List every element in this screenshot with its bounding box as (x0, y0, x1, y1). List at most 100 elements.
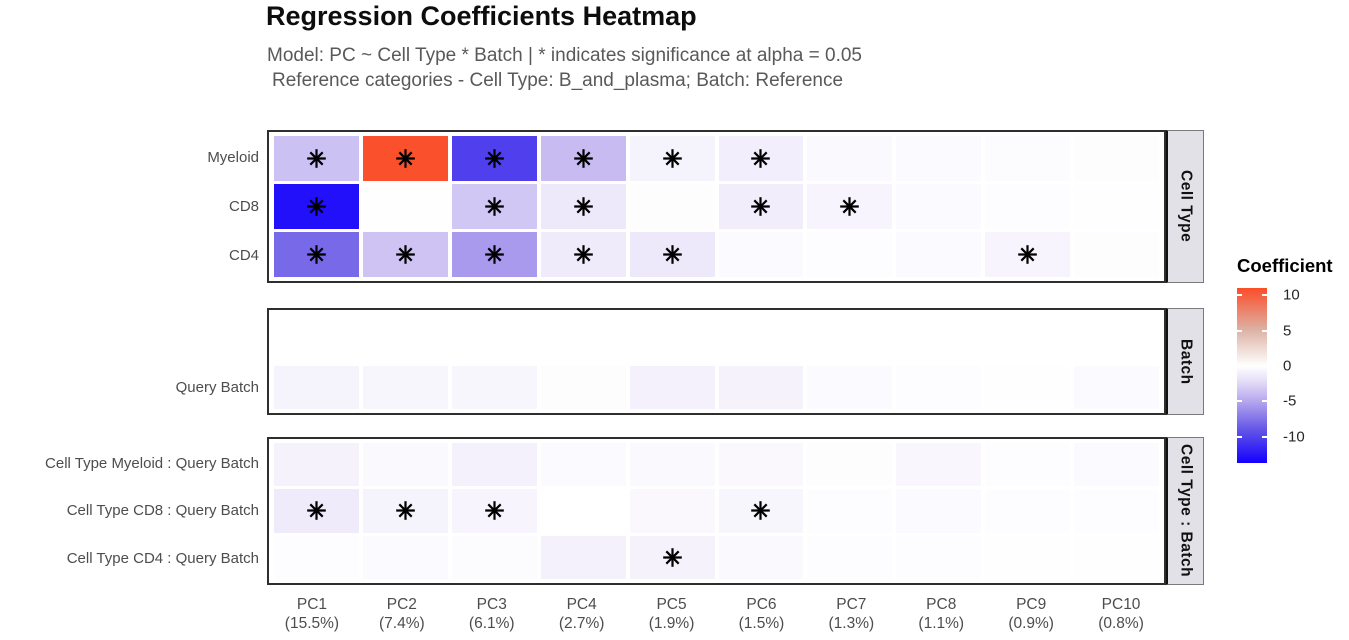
heatmap-cell (896, 366, 982, 409)
legend-tick-label: 5 (1283, 322, 1292, 339)
significance-asterisk-icon (662, 548, 682, 567)
heatmap-cell (1074, 232, 1159, 277)
heatmap-cell (896, 184, 982, 229)
significance-asterisk-icon (751, 501, 771, 521)
heatmap-cell (718, 232, 804, 277)
heatmap-cell (629, 136, 715, 181)
heatmap-cell (985, 443, 1071, 487)
significance-asterisk-icon (1018, 245, 1037, 264)
significance-asterisk-icon (396, 501, 415, 521)
facet-strip: Cell Type : Batch (1166, 437, 1204, 585)
heatmap-cell (718, 443, 804, 487)
heatmap-cell (540, 489, 626, 533)
heatmap-cell (274, 366, 359, 409)
heatmap-cell (362, 232, 448, 277)
y-axis-labels: Cell Type Myeloid : Query Batch Cell Type… (0, 437, 259, 585)
heatmap-cell (540, 443, 626, 487)
legend-tick-label: 0 (1283, 357, 1292, 375)
facet-strip: Cell Type (1166, 130, 1204, 283)
heatmap-cell (629, 535, 715, 579)
heatmap-cell (985, 184, 1071, 229)
heatmap-cell (985, 366, 1071, 409)
heatmap-cell (629, 489, 715, 533)
heatmap-cell (540, 535, 626, 579)
heatmap-cell (1074, 443, 1159, 487)
heatmap-cell (629, 184, 715, 229)
row-label: Myeloid (207, 148, 259, 166)
legend-tick-mark (1262, 294, 1267, 297)
significance-asterisk-icon (662, 245, 682, 264)
significance-asterisk-icon (307, 501, 326, 521)
x-axis-label: PC8 (1.1%) (918, 596, 965, 632)
heatmap-cell (362, 489, 448, 533)
heatmap-cell (985, 136, 1071, 181)
significance-asterisk-icon (396, 245, 415, 264)
legend-tick-mark (1262, 364, 1267, 367)
legend-tick-mark (1237, 435, 1242, 438)
legend-tick-label: -10 (1283, 428, 1305, 446)
heatmap-cell (896, 535, 982, 579)
y-axis-labels: Query Batch (0, 308, 259, 415)
x-axis-label: PC6 (1.5%) (738, 596, 785, 632)
heatmap-cell (629, 443, 715, 487)
row-label: CD8 (228, 197, 259, 215)
heatmap-cell (807, 366, 893, 409)
legend-tick-mark (1237, 294, 1242, 297)
figure-subtitle-reference: Reference categories - Cell Type: B_and_… (272, 70, 844, 91)
coefficient-legend: Coefficient 10 5 0 -5 -10 (1237, 256, 1349, 463)
heatmap-cell (362, 184, 448, 229)
heatmap-cell (451, 489, 537, 533)
significance-asterisk-icon (484, 245, 504, 264)
heatmap-cell (718, 535, 804, 579)
significance-asterisk-icon (484, 197, 504, 216)
heatmap-cell (1074, 489, 1159, 533)
heatmap-cell (540, 366, 626, 409)
significance-asterisk-icon (573, 149, 593, 168)
heatmap-cell (362, 535, 448, 579)
heatmap-cell (629, 232, 715, 277)
legend-tick-label: 10 (1283, 286, 1300, 304)
heatmap-cell (718, 136, 804, 181)
significance-asterisk-icon (484, 501, 504, 521)
heatmap-cell (274, 184, 359, 229)
significance-asterisk-icon (573, 245, 593, 264)
row-label: Cell Type CD8 : Query Batch (66, 502, 259, 520)
heatmap-cell (1074, 136, 1159, 181)
significance-asterisk-icon (751, 197, 771, 216)
x-axis-label: PC10 (0.8%) (1098, 596, 1144, 632)
legend-tick-mark (1237, 364, 1242, 367)
heatmap-cell (274, 535, 359, 579)
heatmap-cell (1074, 535, 1159, 579)
heatmap-cell (451, 366, 537, 409)
heatmap-cell (451, 136, 537, 181)
facet-cell-type: Myeloid CD8 CD4 Cell Type (0, 130, 1204, 283)
heatmap-cell (985, 489, 1071, 533)
heatmap-cell (807, 184, 893, 229)
legend-colorbar (1237, 288, 1267, 463)
legend-tick-label: -5 (1283, 392, 1297, 410)
heatmap-cell (807, 489, 893, 533)
heatmap-cell (451, 232, 537, 277)
significance-asterisk-icon (396, 149, 415, 168)
heatmap-cell (362, 136, 448, 181)
heatmap-panel (267, 437, 1166, 585)
heatmap-cell (451, 443, 537, 487)
heatmap-cell (807, 535, 893, 579)
heatmap-cell (718, 184, 804, 229)
row-label: Cell Type Myeloid : Query Batch (45, 454, 259, 472)
y-axis-labels: Myeloid CD8 CD4 (0, 130, 259, 283)
heatmap-cell (451, 184, 537, 229)
heatmap-cell (807, 443, 893, 487)
heatmap-cell (540, 136, 626, 181)
significance-asterisk-icon (307, 149, 326, 168)
legend-tick-mark (1237, 329, 1242, 332)
heatmap-cell (1074, 366, 1159, 409)
significance-asterisk-icon (662, 149, 682, 168)
heatmap-cell (362, 366, 448, 409)
x-axis-label: PC1 (15.5%) (284, 596, 340, 632)
figure-title: Regression Coefficients Heatmap (266, 1, 697, 31)
heatmap-cell (985, 535, 1071, 579)
x-axis-label: PC9 (0.9%) (1008, 596, 1054, 632)
heatmap-cell (451, 535, 537, 579)
